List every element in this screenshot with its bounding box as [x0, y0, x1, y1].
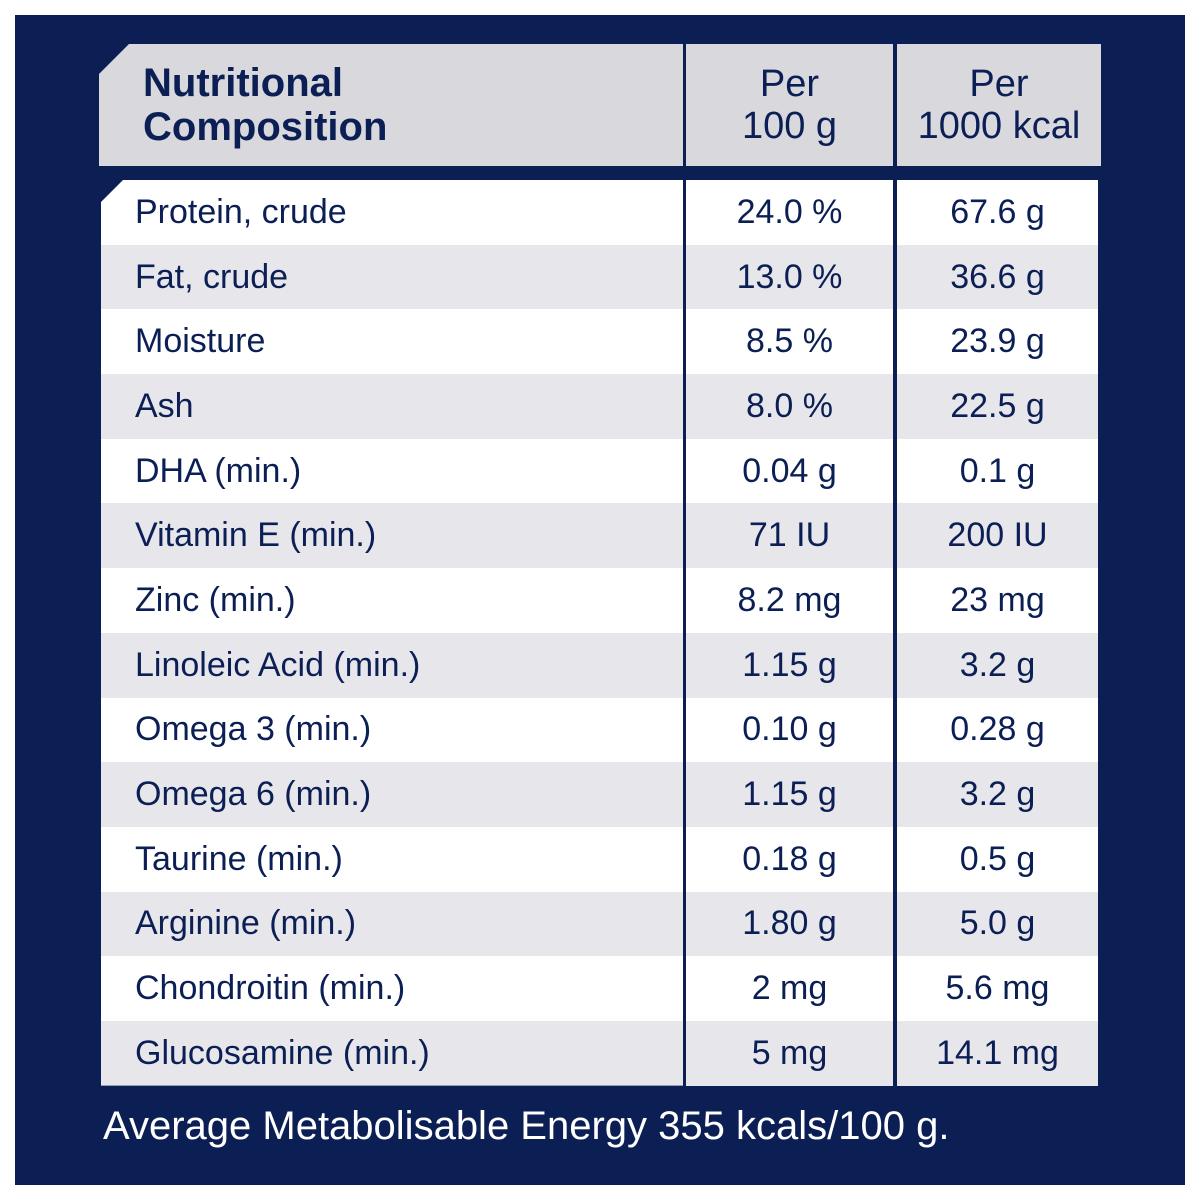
per-100g-column: 24.0 % 13.0 % 8.5 % 8.0 % 0.04 g 71 IU 8.2 mg 1…: [686, 180, 893, 1086]
table-title: Nutritional Composition: [99, 61, 387, 149]
nutrient-name: DHA (min.): [101, 438, 683, 504]
title-line-1: Nutritional: [143, 61, 343, 105]
nutrient-name: Taurine (min.): [101, 826, 683, 892]
per-1000kcal-value: 0.5 g: [897, 826, 1098, 892]
per-1000kcal-value: 14.1 mg: [897, 1020, 1098, 1086]
nutrient-name: Protein, crude: [101, 180, 683, 245]
per-1000kcal-value: 200 IU: [897, 503, 1098, 569]
header-per-100g: Per 100 g: [686, 44, 893, 166]
per-100g-value: 0.10 g: [686, 697, 893, 763]
nutrient-name-column: Protein, crude Fat, crude Moisture Ash DHA (…: [101, 180, 683, 1086]
col3-header-line-2: 1000 kcal: [917, 105, 1081, 147]
per-1000kcal-column: 67.6 g 36.6 g 23.9 g 22.5 g 0.1 g 200 IU 23 mg…: [897, 180, 1098, 1086]
per-100g-value: 5 mg: [686, 1020, 893, 1086]
header-title-cell: Nutritional Composition: [99, 44, 683, 166]
per-1000kcal-value: 0.1 g: [897, 438, 1098, 504]
nutrient-name: Zinc (min.): [101, 568, 683, 633]
nutrient-name: Omega 6 (min.): [101, 762, 683, 827]
header-per-1000kcal: Per 1000 kcal: [897, 44, 1101, 166]
per-1000kcal-value: 3.2 g: [897, 762, 1098, 827]
per-1000kcal-value: 67.6 g: [897, 180, 1098, 245]
title-line-2: Composition: [143, 105, 388, 149]
nutrient-name: Linoleic Acid (min.): [101, 632, 683, 698]
nutrient-name: Omega 3 (min.): [101, 697, 683, 763]
per-100g-value: 0.18 g: [686, 826, 893, 892]
per-100g-value: 8.2 mg: [686, 568, 893, 633]
per-100g-value: 1.15 g: [686, 632, 893, 698]
nutrient-name: Arginine (min.): [101, 891, 683, 957]
per-1000kcal-value: 5.6 mg: [897, 956, 1098, 1021]
energy-footnote: Average Metabolisable Energy 355 kcals/1…: [103, 1104, 950, 1148]
per-1000kcal-value: 23 mg: [897, 568, 1098, 633]
per-100g-value: 2 mg: [686, 956, 893, 1021]
nutrient-name: Ash: [101, 374, 683, 439]
per-1000kcal-value: 3.2 g: [897, 632, 1098, 698]
per-100g-value: 1.15 g: [686, 762, 893, 827]
per-100g-value: 0.04 g: [686, 438, 893, 504]
nutrient-name: Chondroitin (min.): [101, 956, 683, 1021]
col3-header-line-1: Per: [969, 63, 1029, 105]
per-1000kcal-value: 0.28 g: [897, 697, 1098, 763]
col2-header-line-2: 100 g: [741, 105, 838, 147]
per-1000kcal-value: 22.5 g: [897, 374, 1098, 439]
per-100g-value: 8.5 %: [686, 309, 893, 375]
nutrient-name: Vitamin E (min.): [101, 503, 683, 569]
col2-header-line-1: Per: [759, 63, 820, 105]
per-100g-value: 1.80 g: [686, 891, 893, 957]
per-1000kcal-value: 5.0 g: [897, 891, 1098, 957]
per-1000kcal-value: 36.6 g: [897, 244, 1098, 310]
nutrient-name: Moisture: [101, 309, 683, 375]
per-1000kcal-value: 23.9 g: [897, 309, 1098, 375]
per-100g-value: 13.0 %: [686, 244, 893, 310]
per-100g-value: 24.0 %: [686, 180, 893, 245]
per-100g-value: 71 IU: [686, 503, 893, 569]
nutrient-name: Fat, crude: [101, 244, 683, 310]
nutrient-name: Glucosamine (min.): [101, 1020, 683, 1086]
per-100g-value: 8.0 %: [686, 374, 893, 439]
